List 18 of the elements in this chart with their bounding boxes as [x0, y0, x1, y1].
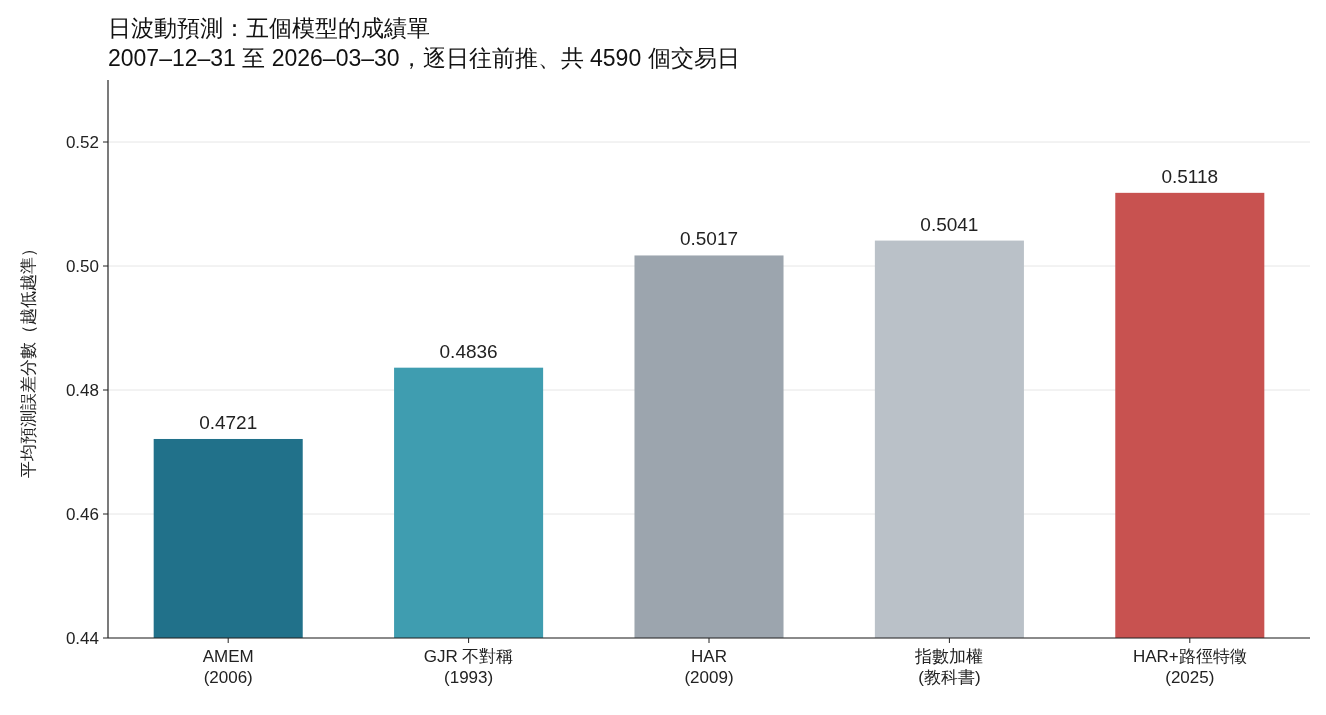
- data-label: 0.4721: [199, 411, 258, 433]
- y-tick-label: 0.44: [65, 629, 99, 648]
- data-label: 0.5118: [1161, 165, 1219, 187]
- y-tick-label: 0.46: [65, 505, 99, 524]
- y-axis-title: 平均預測誤差分數（越低越準）: [19, 240, 38, 478]
- chart-title: 日波動預測：五個模型的成績單: [108, 15, 430, 41]
- x-tick-label: 指數加權 (教科書): [914, 647, 984, 687]
- data-label: 0.5041: [920, 213, 979, 235]
- x-tick-label: HAR (2009): [684, 647, 734, 687]
- data-label: 0.4836: [439, 340, 498, 362]
- y-tick-label: 0.50: [65, 257, 99, 276]
- y-tick-label: 0.52: [65, 133, 99, 152]
- x-tick-label: GJR 不對稱 (1993): [423, 647, 514, 687]
- y-tick-label: 0.48: [65, 381, 99, 400]
- x-tick-label: AMEM (2006): [202, 647, 254, 687]
- x-tick-label: HAR+路徑特徵 (2025): [1132, 647, 1247, 687]
- data-label: 0.5017: [679, 228, 739, 250]
- chart-subtitle: 2007–12–31 至 2026–03–30，逐日往前推、共 4590 個交易日: [108, 45, 740, 71]
